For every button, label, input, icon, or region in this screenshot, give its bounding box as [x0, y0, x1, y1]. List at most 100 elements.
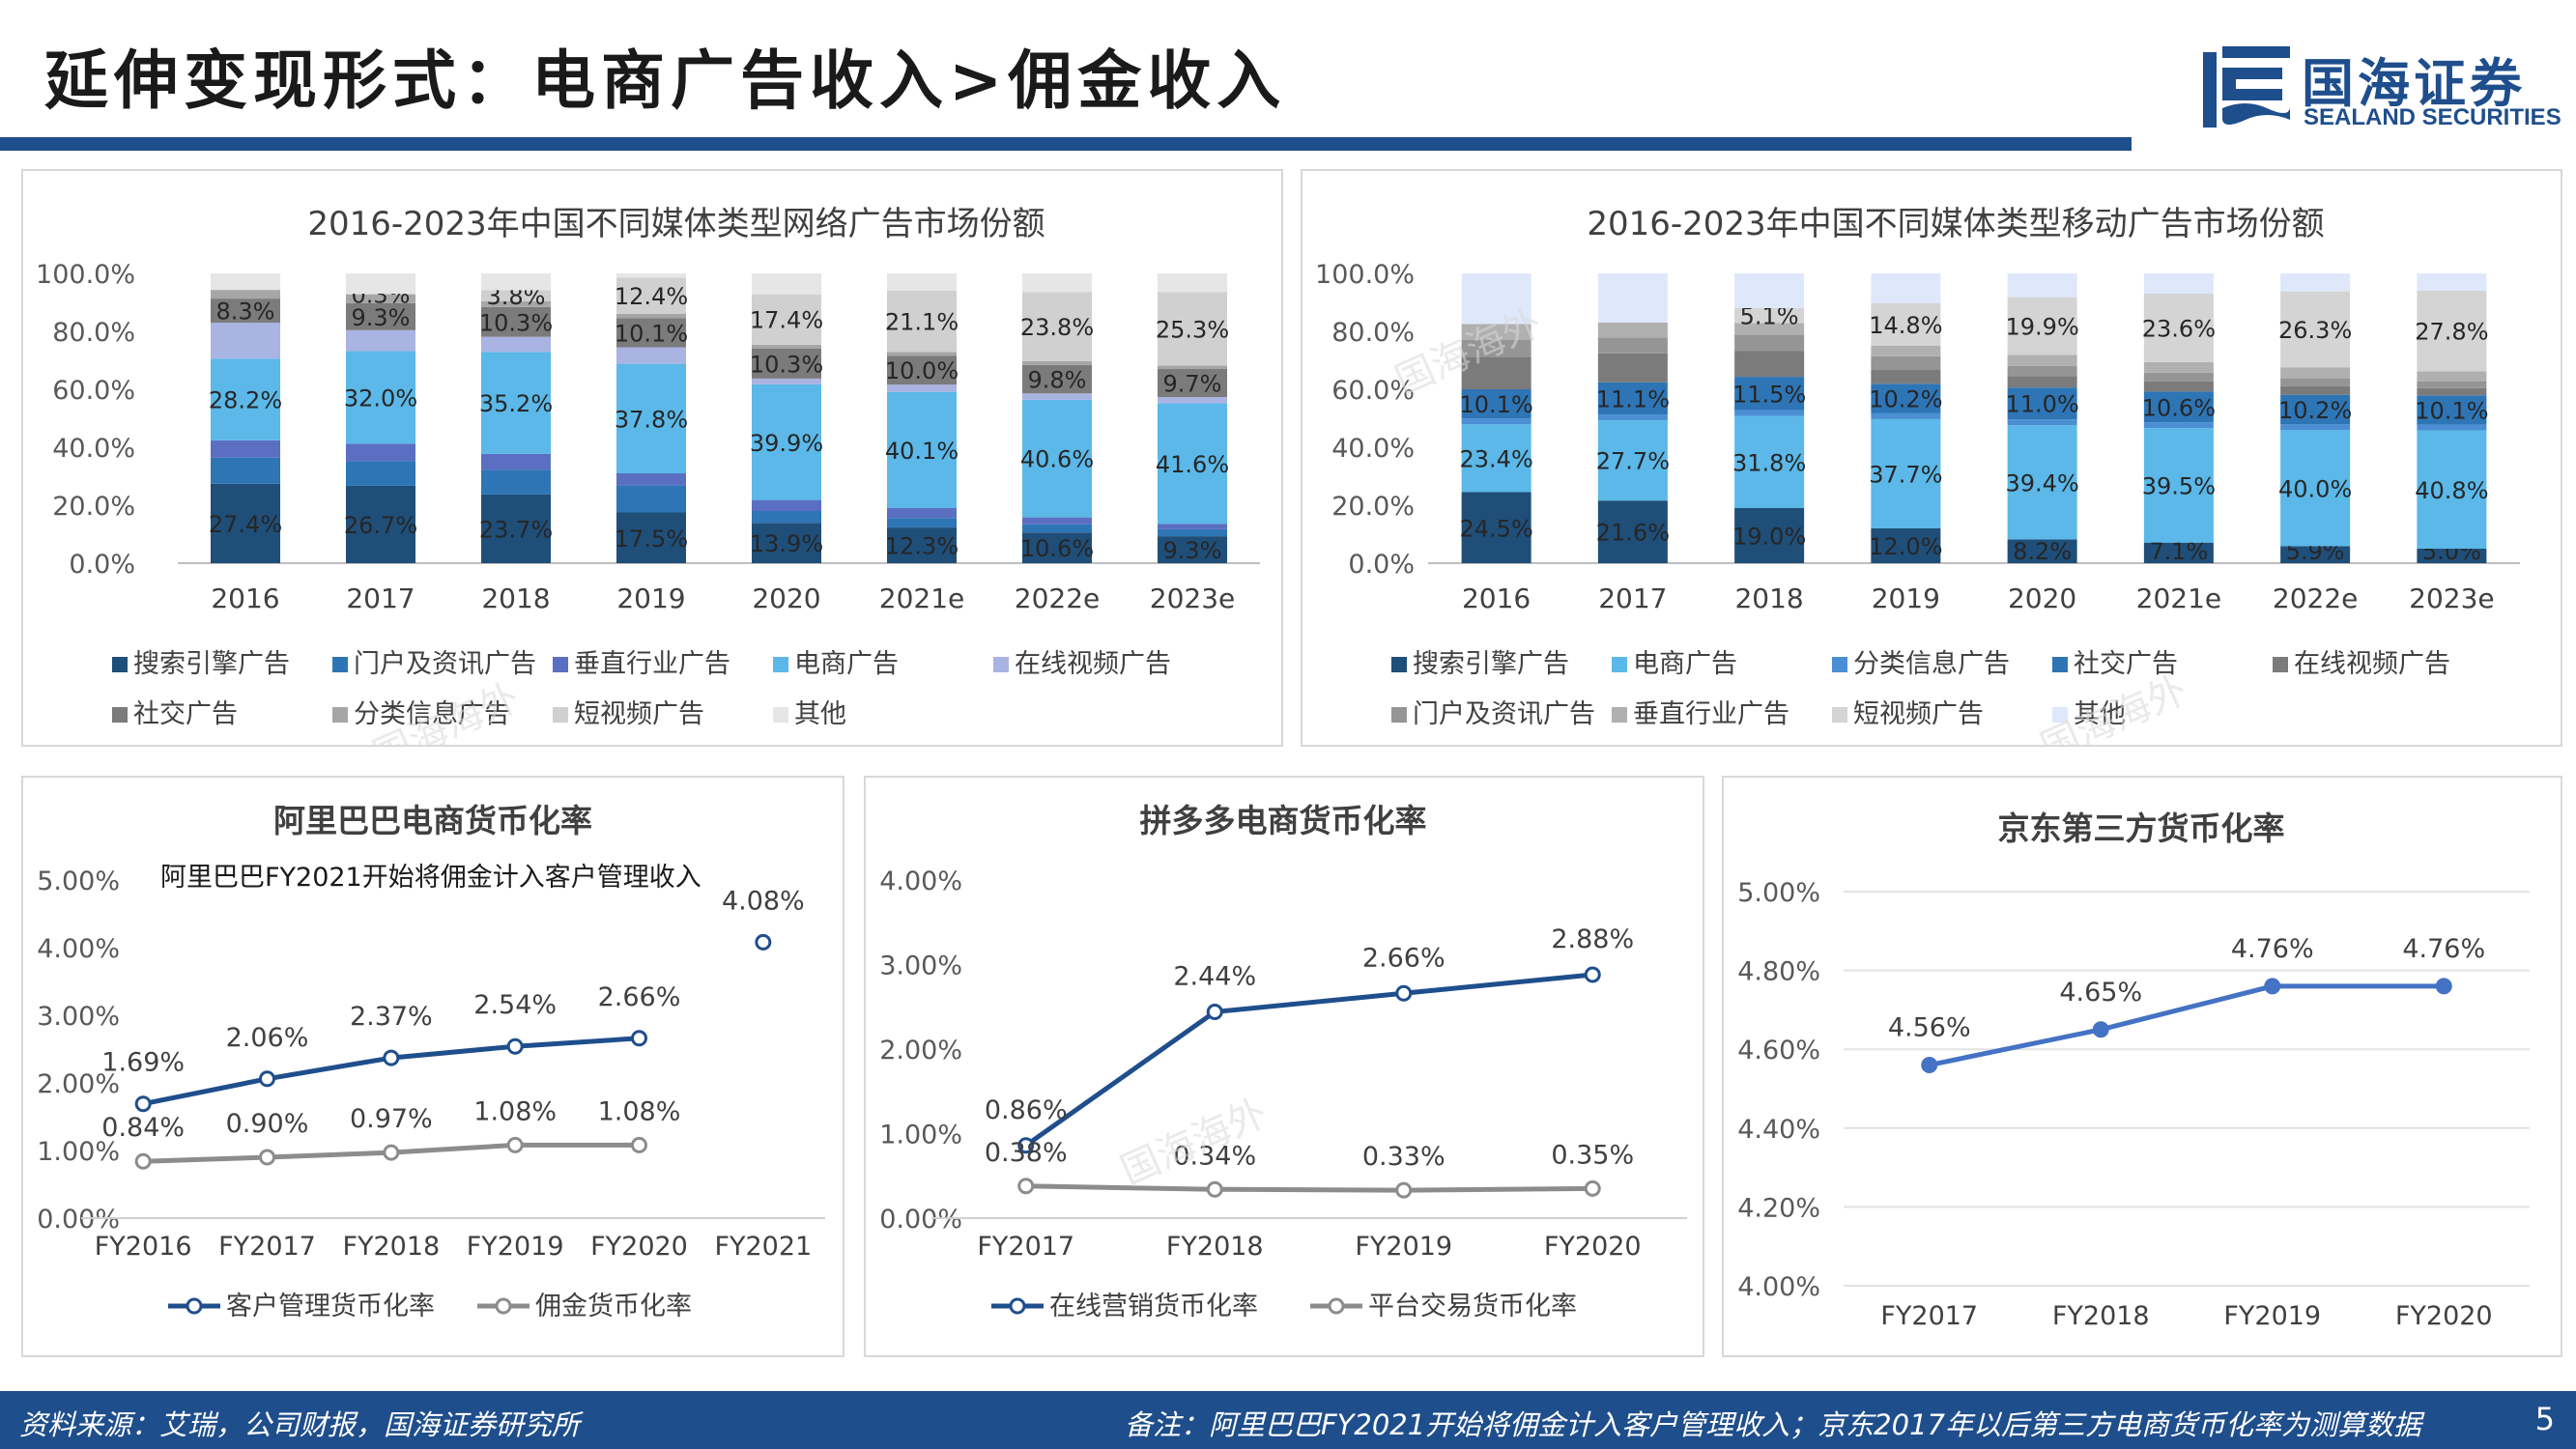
bar-segment [346, 351, 415, 444]
data-label: 27.4% [209, 511, 282, 538]
bar-segment [2417, 430, 2487, 549]
bar-segment [211, 440, 280, 458]
y-tick-label: 0.0% [1348, 550, 1415, 580]
y-tick-label: 60.0% [52, 376, 135, 406]
data-label: 23.4% [1460, 445, 1533, 472]
x-tick-label: 2023e [1150, 582, 1235, 614]
x-tick-label: 2017 [346, 582, 415, 614]
chart-title: 京东第三方货币化率 [1998, 810, 2285, 847]
bar-segment [2007, 273, 2077, 298]
chart-title: 2016-2023年中国不同媒体类型网络广告市场份额 [307, 205, 1045, 243]
logo-chinese-name: 国海证券 [2302, 53, 2526, 114]
y-tick-label: 80.0% [52, 318, 135, 348]
data-label: 24.5% [1460, 515, 1533, 542]
legend-label: 垂直行业广告 [574, 649, 730, 679]
legend-label: 分类信息广告 [354, 699, 510, 729]
data-label: 4.76% [2231, 934, 2314, 964]
bar-segment [2007, 365, 2077, 377]
legend-swatch [2273, 657, 2288, 672]
bar-segment [2280, 291, 2351, 368]
bar-segment [887, 352, 957, 356]
bar-segment [211, 358, 280, 440]
bar-segment [616, 273, 686, 278]
legend-swatch [2052, 657, 2068, 672]
bar-segment [1871, 355, 1941, 370]
legend-label: 其他 [2074, 699, 2126, 729]
bar-segment [211, 273, 280, 291]
y-tick-label: 20.0% [1331, 492, 1415, 522]
bar-segment [346, 461, 415, 486]
data-point [1584, 1179, 1601, 1197]
bar-segment [2007, 539, 2077, 563]
bar-segment [2417, 549, 2487, 563]
bar-segment [1734, 334, 1805, 352]
bar-segment [2143, 294, 2214, 362]
bar-segment [2143, 428, 2214, 543]
data-point [506, 1037, 524, 1055]
data-label: 40.6% [1020, 446, 1094, 473]
y-tick-label: 2.00% [879, 1036, 962, 1065]
data-label: 11.5% [1732, 381, 1806, 408]
jd-monetization-panel: 京东第三方货币化率 4.00% 4.20% 4.40% 4.60% 4.80% 5.00% F… [1722, 776, 2562, 1357]
data-point [1584, 966, 1601, 983]
x-tick-label: 2021e [2136, 582, 2221, 614]
x-tick-label: 2021e [879, 582, 964, 614]
data-point [2092, 1021, 2109, 1038]
bar-segment [1597, 337, 1668, 354]
bar-segment [1597, 420, 1668, 501]
data-label: 1.69% [101, 1048, 185, 1078]
legend-swatch [1612, 707, 1627, 723]
bar-segment [616, 512, 686, 563]
legend-label: 短视频广告 [1853, 699, 1984, 729]
data-point [259, 1149, 275, 1166]
data-label: 2.66% [598, 982, 681, 1012]
alibaba-monetization-chart: 阿里巴巴电商货币化率 0.00% 1.00% 2.00% 3.00% 4.00% 5.00%… [37, 802, 825, 1321]
data-label: 27.7% [1596, 448, 1670, 475]
x-tick-label: FY2017 [1880, 1301, 1978, 1331]
data-label: 21.6% [1596, 520, 1670, 547]
bar-segment [2417, 371, 2487, 382]
y-tick-label: 1.00% [879, 1121, 962, 1151]
alibaba-monetization-panel: 阿里巴巴电商货币化率 0.00% 1.00% 2.00% 3.00% 4.00% 5.00%… [21, 776, 844, 1357]
company-logo: 国海证券 SEALAND SECURITIES [2199, 39, 2566, 135]
data-label: 10.3% [479, 309, 553, 336]
legend-label: 门户及资讯广告 [1413, 699, 1595, 729]
bar-segment [752, 349, 821, 379]
bar-segment [616, 473, 686, 486]
legend-swatch [1391, 707, 1407, 723]
pinduoduo-monetization-panel: 拼多多电商货币化率 0.00% 1.00% 2.00% 3.00% 4.00% FY2017… [864, 776, 1704, 1357]
bar-segment [1158, 365, 1227, 369]
page-title: 延伸变现形式：电商广告收入>佣金收入 [44, 43, 1287, 118]
legend-marker [186, 1297, 203, 1315]
legend-label: 社交广告 [133, 699, 238, 729]
data-label: 10.1% [2415, 397, 2488, 424]
bar-segment [1734, 323, 1805, 335]
legend-swatch [553, 657, 568, 672]
x-tick-label: 2017 [1598, 582, 1667, 614]
title-underline [0, 137, 2132, 151]
legend-marker [1328, 1297, 1345, 1315]
bar-segment [481, 352, 551, 454]
x-tick-label: 2018 [481, 582, 550, 614]
chart-title: 2016-2023年中国不同媒体类型移动广告市场份额 [1587, 205, 2324, 243]
data-label: 2.06% [226, 1023, 309, 1053]
bar-segment [346, 443, 415, 462]
legend-label: 在线营销货币化率 [1049, 1292, 1258, 1321]
bar-segment [1158, 536, 1227, 563]
series-line [1929, 983, 2445, 1067]
series-line [1025, 1183, 1593, 1193]
data-label: 23.8% [1020, 314, 1094, 341]
data-label: 0.38% [985, 1138, 1068, 1168]
data-point [383, 1049, 400, 1066]
legend-label: 分类信息广告 [1853, 649, 2010, 679]
bar-segment [1158, 528, 1227, 537]
data-point [1017, 1178, 1035, 1195]
bar-segment [752, 378, 821, 384]
legend-marker [1009, 1297, 1026, 1315]
data-label: 37.8% [615, 406, 688, 433]
data-point [755, 933, 772, 951]
data-label: 2.66% [1362, 943, 1445, 973]
bar-segment [1461, 389, 1531, 419]
x-tick-label: FY2018 [2052, 1301, 2150, 1331]
sealand-logo-icon [2203, 46, 2290, 128]
